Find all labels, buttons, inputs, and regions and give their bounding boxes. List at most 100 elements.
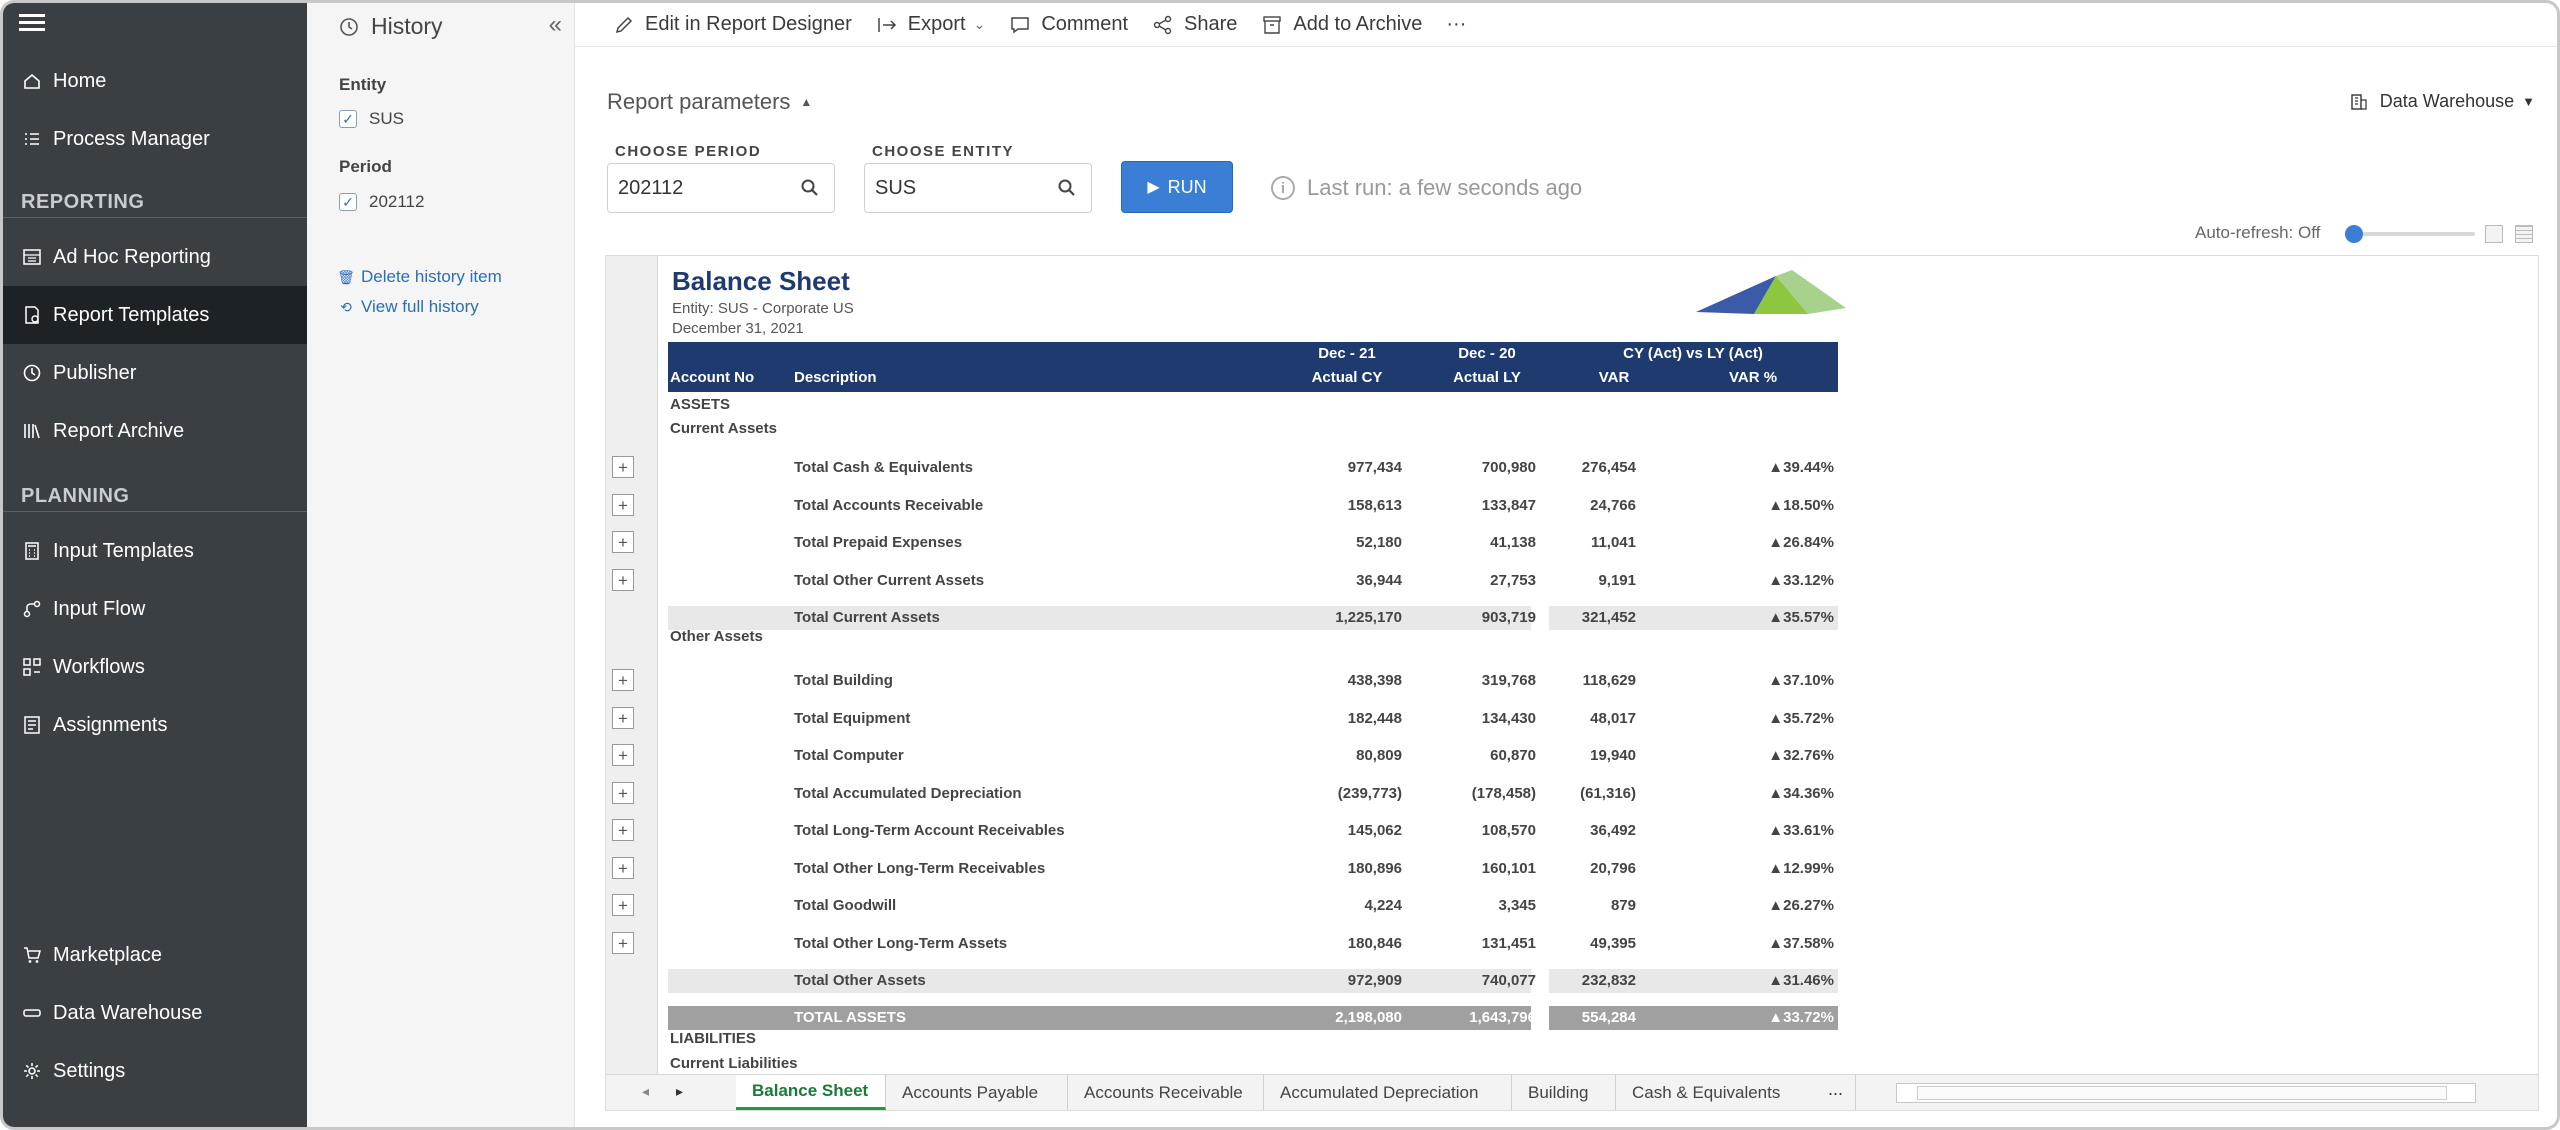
entity-checkbox[interactable]: ✓ SUS — [339, 109, 404, 129]
comment-label: Comment — [1041, 13, 1129, 35]
report-parameters-toggle[interactable]: Report parameters ▲ — [607, 89, 812, 115]
row-description: Total Long-Term Account Receivables — [794, 822, 1065, 839]
report-date: December 31, 2021 — [672, 320, 804, 337]
prev-sheet-icon[interactable]: ◂ — [642, 1083, 650, 1099]
collapse-icon[interactable]: « — [548, 11, 562, 38]
run-button[interactable]: ▶ RUN — [1121, 161, 1233, 213]
period-checkbox[interactable]: ✓ 202112 — [339, 192, 424, 212]
expand-icon[interactable] — [2485, 225, 2503, 243]
delete-history-link[interactable]: 🗑 Delete history item — [337, 267, 502, 287]
export-label: Export — [907, 13, 966, 35]
table-row: Total Prepaid Expenses 52,180 41,138 11,041… — [668, 531, 1838, 555]
comment-button[interactable]: Comment — [1009, 5, 1128, 45]
expand-row-button[interactable]: + — [612, 494, 634, 516]
run-label: RUN — [1167, 176, 1207, 197]
table-header: Dec - 21 Dec - 20 CY (Act) vs LY (Act) A… — [668, 342, 1838, 392]
archive-label: Add to Archive — [1293, 13, 1423, 35]
entity-value: SUS — [369, 109, 404, 128]
expand-row-button[interactable]: + — [612, 819, 634, 841]
sidebar-item-assignments[interactable]: Assignments — [3, 696, 307, 754]
building-icon — [2351, 93, 2367, 110]
edit-report-designer-button[interactable]: Edit in Report Designer — [613, 5, 852, 45]
horizontal-scrollbar[interactable] — [1896, 1083, 2476, 1103]
var-pct-cell: ▲33.12% — [1768, 572, 1834, 589]
export-button[interactable]: Export ⌄ — [876, 5, 985, 45]
sheet-tab-accounts-payable[interactable]: Accounts Payable — [886, 1075, 1068, 1110]
sidebar-item-home[interactable]: Home — [3, 52, 307, 110]
choose-entity-label: CHOOSE ENTITY — [872, 143, 1015, 160]
sidebar-item-process-manager[interactable]: Process Manager — [3, 110, 307, 168]
sidebar-item-publisher[interactable]: Publisher — [3, 344, 307, 402]
sheet-tab-cash-equivalents[interactable]: Cash & Equivalents — [1616, 1075, 1856, 1110]
add-to-archive-button[interactable]: Add to Archive — [1261, 5, 1422, 45]
var-pct-cell: ▲37.58% — [1768, 935, 1834, 952]
expand-row-button[interactable]: + — [612, 894, 634, 916]
expand-row-button[interactable]: + — [612, 669, 634, 691]
period-input-value: 202112 — [618, 176, 684, 199]
sidebar-item-label: Process Manager — [53, 127, 210, 150]
row-description: Total Current Assets — [794, 609, 940, 626]
period-label: Period — [339, 157, 392, 176]
expand-row-button[interactable]: + — [612, 707, 634, 729]
header-var: VAR — [1598, 369, 1630, 386]
expand-row-button[interactable]: + — [612, 569, 634, 591]
expand-row-button[interactable]: + — [612, 782, 634, 804]
actual-ly-cell: 131,451 — [1481, 935, 1536, 952]
expand-row-button[interactable]: + — [612, 744, 634, 766]
more-button[interactable]: ··· — [1446, 13, 1467, 35]
actual-cy-cell: (239,773) — [1337, 785, 1402, 802]
sheet-tabs: ◂ ▸ Balance Sheet Accounts Payable Account… — [606, 1074, 2538, 1110]
sheet-tab-accounts-receivable[interactable]: Accounts Receivable — [1068, 1075, 1264, 1110]
grid-icon[interactable] — [2515, 225, 2533, 243]
auto-refresh-toggle[interactable] — [2345, 225, 2475, 243]
sidebar-item-ad-hoc-reporting[interactable]: Ad Hoc Reporting — [3, 228, 307, 286]
share-button[interactable]: Share — [1152, 5, 1237, 45]
scroll-thumb[interactable] — [1917, 1086, 2447, 1100]
entity-label: Entity — [339, 75, 387, 94]
assignments-icon — [21, 714, 43, 736]
pencil-icon — [615, 16, 633, 33]
var-pct-cell: ▲31.46% — [1768, 972, 1834, 989]
sidebar-item-settings[interactable]: Settings — [3, 1042, 307, 1100]
search-icon[interactable] — [1057, 178, 1077, 198]
actual-ly-cell: 27,753 — [1490, 572, 1536, 589]
sidebar-item-workflows[interactable]: Workflows — [3, 638, 307, 696]
menu-icon[interactable] — [19, 11, 45, 33]
sidebar-item-input-flow[interactable]: Input Flow — [3, 580, 307, 638]
sidebar-item-label: Publisher — [53, 361, 137, 384]
view-history-link[interactable]: ⟲ View full history — [339, 297, 479, 317]
expand-row-button[interactable]: + — [612, 857, 634, 879]
database-icon — [21, 1002, 43, 1024]
more-tabs-button[interactable]: ... — [1828, 1079, 1844, 1099]
sidebar-item-label: Input Templates — [53, 539, 194, 562]
sidebar-item-input-templates[interactable]: Input Templates — [3, 522, 307, 580]
actual-cy-cell: 52,180 — [1356, 534, 1402, 551]
period-input[interactable]: 202112 — [607, 163, 835, 213]
header-dec21: Dec - 21 — [1318, 345, 1376, 362]
checkbox-icon[interactable]: ✓ — [339, 110, 357, 128]
sheet-tab-building[interactable]: Building — [1512, 1075, 1616, 1110]
entity-input[interactable]: SUS — [864, 163, 1092, 213]
expand-row-button[interactable]: + — [612, 932, 634, 954]
sidebar-item-data-warehouse[interactable]: Data Warehouse — [3, 984, 307, 1042]
sheet-tab-accumulated-depreciation[interactable]: Accumulated Depreciation — [1264, 1075, 1512, 1110]
header-actual-ly: Actual LY — [1453, 369, 1521, 386]
table-row: Total Accounts Receivable 158,613 133,847 2… — [668, 494, 1838, 518]
expand-row-button[interactable]: + — [612, 531, 634, 553]
search-icon[interactable] — [800, 178, 820, 198]
divider — [3, 217, 307, 218]
actual-cy-cell: 182,448 — [1347, 710, 1402, 727]
next-sheet-icon[interactable]: ▸ — [676, 1083, 684, 1099]
sidebar-item-label: Workflows — [53, 655, 145, 678]
datasource-selector[interactable]: Data Warehouse ▼ — [2350, 91, 2535, 112]
sidebar-item-report-archive[interactable]: Report Archive — [3, 402, 307, 460]
current-liabilities-label: Current Liabilities — [670, 1055, 798, 1072]
expand-row-button[interactable]: + — [612, 456, 634, 478]
actual-ly-cell: 700,980 — [1481, 459, 1536, 476]
var-cell: 879 — [1610, 897, 1636, 914]
slider-knob[interactable] — [2345, 225, 2363, 243]
sheet-tab-balance-sheet[interactable]: Balance Sheet — [736, 1075, 886, 1110]
checkbox-icon[interactable]: ✓ — [339, 193, 357, 211]
sidebar-item-marketplace[interactable]: Marketplace — [3, 926, 307, 984]
sidebar-item-report-templates[interactable]: Report Templates — [3, 286, 307, 344]
